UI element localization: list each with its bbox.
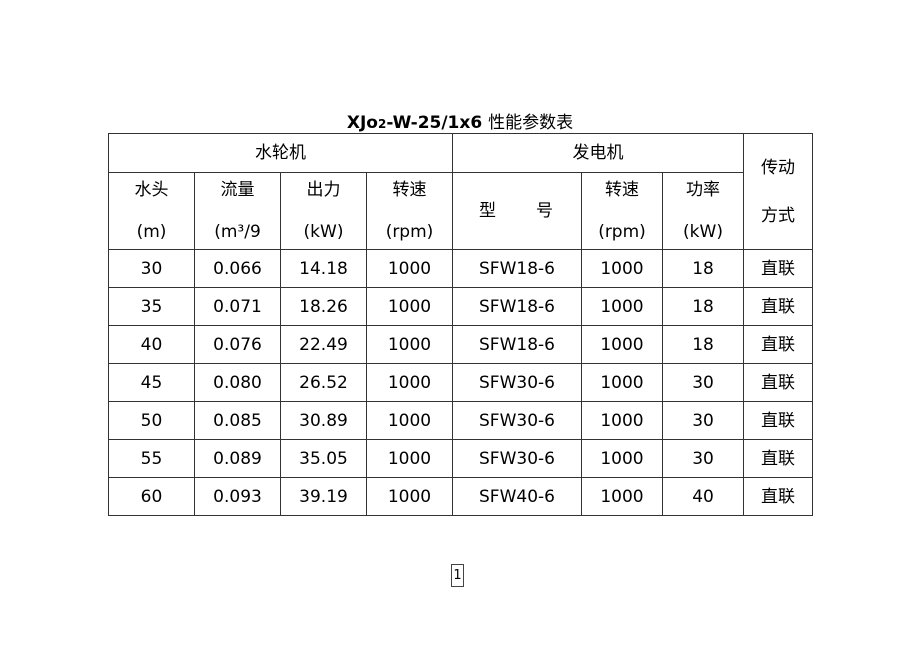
cell-speed: 1000 [366,287,453,326]
cell-model: SFW30-6 [452,401,582,440]
cell-output: 35.05 [280,439,367,478]
group-generator: 发电机 [451,133,745,173]
cell-power: 40 [661,477,745,516]
drive-label-2: 方式 [761,205,796,226]
drive-label-1: 传动 [761,157,796,178]
cell-head: 40 [108,325,195,364]
header-head: 水头 (m) [108,172,195,250]
cell-speed: 1000 [366,363,453,402]
header-power: 功率 (kW) [661,172,745,250]
cell-head: 55 [108,439,195,478]
cell-gen-speed: 1000 [581,325,663,364]
cell-output: 14.18 [280,249,367,288]
group-drive: 传动 方式 [743,133,814,250]
cell-flow: 0.085 [194,401,281,440]
page-number: 1 [451,564,464,587]
group-turbine: 水轮机 [108,133,453,173]
cell-flow: 0.066 [194,249,281,288]
cell-power: 18 [661,287,745,326]
table-row: 35 0.071 18.26 1000 SFW18-6 1000 18 直联 [108,287,814,326]
page-title: XJo2-W-25/1x6 性能参数表 [108,108,812,133]
cell-drive: 直联 [743,287,814,326]
table-row: 45 0.080 26.52 1000 SFW30-6 1000 30 直联 [108,363,814,402]
cell-speed: 1000 [366,249,453,288]
cell-flow: 0.089 [194,439,281,478]
cell-gen-speed: 1000 [581,439,663,478]
cell-model: SFW18-6 [452,325,582,364]
cell-gen-speed: 1000 [581,363,663,402]
cell-power: 30 [661,401,745,440]
cell-flow: 0.080 [194,363,281,402]
header-gen-speed: 转速 (rpm) [581,172,663,250]
title-prefix: XJo [346,113,378,133]
cell-flow: 0.076 [194,325,281,364]
cell-output: 18.26 [280,287,367,326]
cell-head: 50 [108,401,195,440]
cell-output: 30.89 [280,401,367,440]
cell-drive: 直联 [743,249,814,288]
title-subscript: 2 [378,117,387,131]
cell-head: 45 [108,363,195,402]
title-suffix: 性能参数表 [488,113,574,133]
cell-output: 22.49 [280,325,367,364]
cell-speed: 1000 [366,325,453,364]
cell-speed: 1000 [366,439,453,478]
cell-output: 39.19 [280,477,367,516]
cell-gen-speed: 1000 [581,249,663,288]
table-row: 60 0.093 39.19 1000 SFW40-6 1000 40 直联 [108,477,814,516]
cell-model: SFW18-6 [452,287,582,326]
cell-gen-speed: 1000 [581,287,663,326]
cell-model: SFW40-6 [452,477,582,516]
table-row: 40 0.076 22.49 1000 SFW18-6 1000 18 直联 [108,325,814,364]
column-header-row: 水头 (m) 流量 (m³/9 出力 (kW) 转速 (rpm) 型 号 转速 (rpm)… [108,172,813,250]
cell-power: 18 [661,325,745,364]
cell-drive: 直联 [743,401,814,440]
cell-flow: 0.093 [194,477,281,516]
header-speed: 转速 (rpm) [366,172,453,250]
cell-drive: 直联 [743,477,814,516]
cell-head: 35 [108,287,195,326]
cell-power: 30 [661,439,745,478]
table-body: 30 0.066 14.18 1000 SFW18-6 1000 18 直联 35 0.071 18… [108,249,814,516]
cell-drive: 直联 [743,325,814,364]
cell-head: 60 [108,477,195,516]
table-row: 30 0.066 14.18 1000 SFW18-6 1000 18 直联 [108,249,814,288]
cell-output: 26.52 [280,363,367,402]
table-row: 55 0.089 35.05 1000 SFW30-6 1000 30 直联 [108,439,814,478]
cell-speed: 1000 [366,477,453,516]
cell-gen-speed: 1000 [581,477,663,516]
cell-power: 30 [661,363,745,402]
header-output: 出力 (kW) [280,172,367,250]
cell-power: 18 [661,249,745,288]
header-model: 型 号 [452,172,582,250]
cell-drive: 直联 [743,439,814,478]
cell-speed: 1000 [366,401,453,440]
header-flow: 流量 (m³/9 [194,172,281,250]
cell-model: SFW30-6 [452,363,582,402]
cell-model: SFW30-6 [452,439,582,478]
cell-gen-speed: 1000 [581,401,663,440]
performance-table: 水轮机 发电机 传动 方式 水头 (m) 流量 (m³/9 出力 (kW) 转速 (rp… [108,133,814,516]
group-header-row: 水轮机 发电机 传动 方式 [108,133,814,250]
cell-flow: 0.071 [194,287,281,326]
cell-drive: 直联 [743,363,814,402]
table-row: 50 0.085 30.89 1000 SFW30-6 1000 30 直联 [108,401,814,440]
cell-head: 30 [108,249,195,288]
title-model: -W-25/1x6 [386,113,483,133]
cell-model: SFW18-6 [452,249,582,288]
